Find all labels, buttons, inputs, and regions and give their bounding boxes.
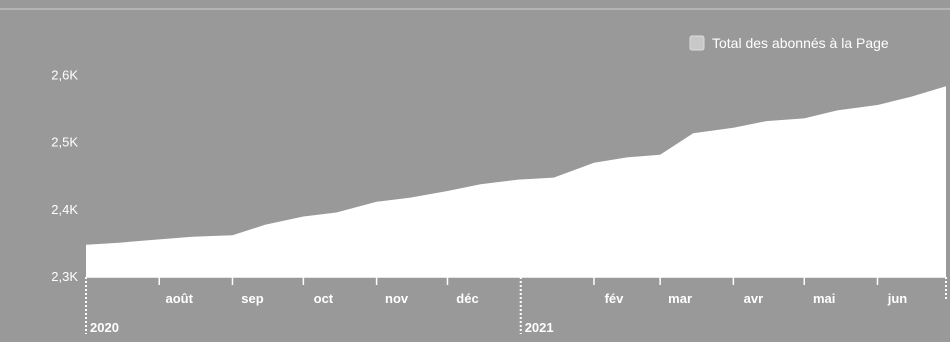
x-year-label: 2021 bbox=[525, 320, 554, 335]
x-tick-label: nov bbox=[385, 291, 409, 306]
legend-swatch bbox=[689, 35, 705, 51]
legend-label: Total des abonnés à la Page bbox=[712, 35, 889, 51]
x-tick-label: sep bbox=[241, 291, 263, 306]
x-tick-label: déc bbox=[456, 291, 478, 306]
x-tick-label: mai bbox=[813, 291, 835, 306]
x-tick-label: fév bbox=[605, 291, 625, 306]
x-tick-label: mar bbox=[668, 291, 692, 306]
y-axis: 2,3K 2,4K 2,5K 2,6K bbox=[51, 67, 78, 284]
x-tick-label: août bbox=[165, 291, 193, 306]
area-series-0 bbox=[86, 86, 946, 277]
plot-area bbox=[86, 86, 946, 277]
x-year-label: 2020 bbox=[90, 320, 119, 335]
x-tick-label: avr bbox=[744, 291, 764, 306]
x-tick-label: oct bbox=[314, 291, 334, 306]
x-axis: août sep oct nov déc fév mar avr mai jun 2020 2021 bbox=[85, 276, 947, 335]
y-tick-label: 2,6K bbox=[51, 67, 78, 82]
y-tick-label: 2,3K bbox=[51, 269, 78, 284]
y-tick-label: 2,5K bbox=[51, 135, 78, 150]
y-tick-label: 2,4K bbox=[51, 202, 78, 217]
legend[interactable]: Total des abonnés à la Page bbox=[689, 35, 889, 51]
x-tick-label: jun bbox=[887, 291, 908, 306]
